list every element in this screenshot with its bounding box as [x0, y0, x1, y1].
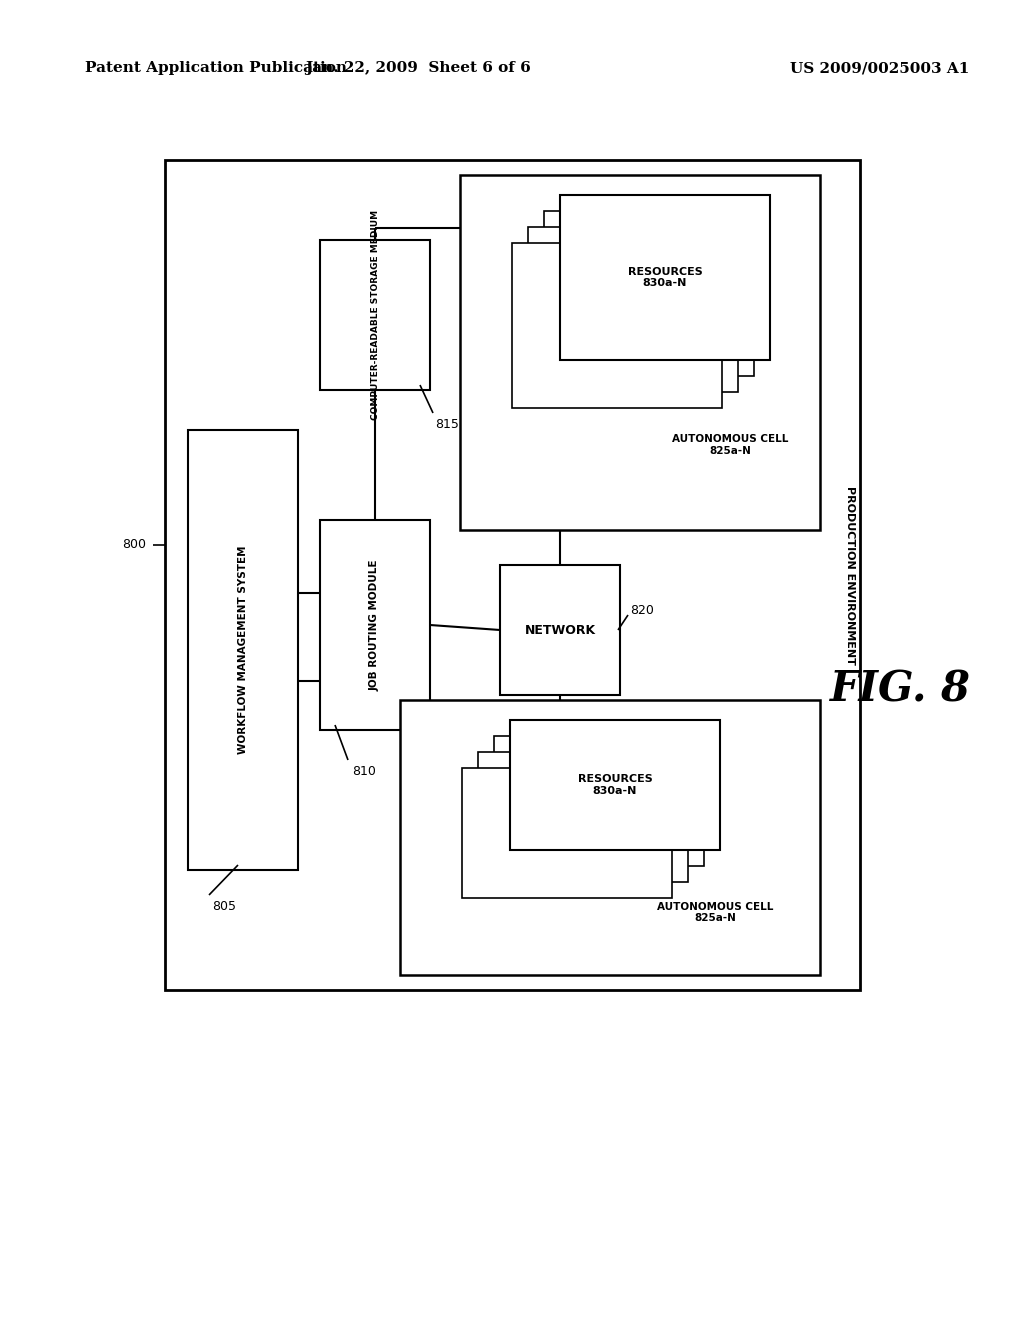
Text: 800: 800 — [122, 539, 146, 552]
Text: COMPUTER-READABLE STORAGE MEDIUM: COMPUTER-READABLE STORAGE MEDIUM — [371, 210, 380, 420]
Bar — [560, 195, 770, 360]
Text: RESOURCES
830a-N: RESOURCES 830a-N — [578, 775, 652, 796]
Text: Patent Application Publication: Patent Application Publication — [85, 61, 347, 75]
Text: RESOURCES
830a-N: RESOURCES 830a-N — [628, 267, 702, 288]
Text: 810: 810 — [352, 766, 376, 777]
Bar — [494, 737, 705, 866]
Bar — [460, 176, 820, 531]
Bar — [462, 768, 672, 898]
Bar — [500, 565, 620, 696]
Bar — [510, 719, 720, 850]
Bar — [188, 430, 298, 870]
Bar — [165, 160, 860, 990]
Bar — [512, 243, 722, 408]
Bar — [400, 700, 820, 975]
Bar — [319, 240, 430, 389]
Text: AUTONOMOUS CELL
825a-N: AUTONOMOUS CELL 825a-N — [656, 902, 773, 923]
Text: WORKFLOW MANAGEMENT SYSTEM: WORKFLOW MANAGEMENT SYSTEM — [238, 545, 248, 754]
Bar — [560, 195, 770, 360]
Text: PRODUCTION ENVIRONMENT: PRODUCTION ENVIRONMENT — [845, 486, 855, 664]
Text: JOB ROUTING MODULE: JOB ROUTING MODULE — [370, 560, 380, 690]
Bar — [478, 752, 688, 882]
Text: AUTONOMOUS CELL
825a-N: AUTONOMOUS CELL 825a-N — [672, 434, 788, 455]
Bar — [528, 227, 738, 392]
Text: FIG. 8: FIG. 8 — [829, 669, 971, 711]
Bar — [544, 211, 754, 376]
Bar — [510, 719, 720, 850]
Text: US 2009/0025003 A1: US 2009/0025003 A1 — [790, 61, 970, 75]
Text: 820: 820 — [630, 603, 654, 616]
Text: 805: 805 — [212, 900, 236, 913]
Text: NETWORK: NETWORK — [524, 623, 596, 636]
Text: Jan. 22, 2009  Sheet 6 of 6: Jan. 22, 2009 Sheet 6 of 6 — [305, 61, 530, 75]
Text: 815: 815 — [435, 418, 459, 432]
Bar — [319, 520, 430, 730]
